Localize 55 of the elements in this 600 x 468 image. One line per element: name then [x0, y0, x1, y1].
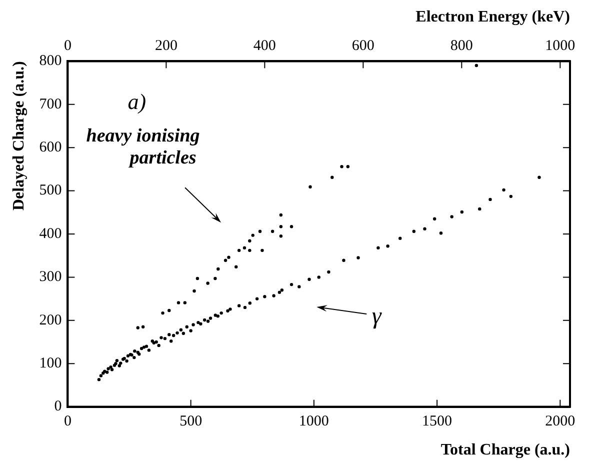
point	[242, 246, 246, 250]
point	[136, 326, 140, 330]
x-tick-label: 1500	[422, 414, 452, 430]
point	[214, 276, 217, 280]
point	[308, 185, 312, 189]
y-tick-label: 800	[39, 53, 62, 70]
point	[183, 301, 187, 304]
point	[216, 267, 220, 271]
point	[279, 213, 283, 217]
y-tick-label: 600	[39, 140, 62, 156]
point	[270, 230, 274, 234]
point	[234, 265, 238, 268]
x2-tick-label: 1000	[545, 38, 576, 54]
point	[206, 282, 210, 285]
annotation: γ	[372, 303, 382, 330]
x-tick-label: 1000	[298, 414, 329, 430]
point	[248, 239, 252, 243]
point	[330, 176, 334, 180]
y-tick-label: 300	[39, 269, 62, 286]
point	[196, 276, 200, 280]
x-tick-label: 2000	[545, 414, 576, 430]
x2-tick-label: 200	[154, 38, 178, 54]
point	[248, 248, 252, 252]
point	[260, 248, 264, 252]
y-tick-label: 700	[39, 96, 62, 112]
point	[227, 256, 230, 259]
y-tick-label: 200	[39, 312, 62, 328]
point	[251, 234, 254, 237]
annotation: a)	[128, 88, 146, 114]
point	[279, 234, 283, 238]
point	[192, 289, 196, 293]
y-tick-label: 0	[54, 398, 62, 415]
point	[340, 165, 344, 168]
point	[258, 230, 262, 234]
y-tick-label: 400	[39, 226, 62, 242]
x-tick-label: 500	[180, 414, 202, 430]
x2-tick-label: 600	[352, 38, 374, 54]
point	[224, 258, 228, 262]
point	[346, 165, 350, 168]
y-tick-label: 100	[39, 356, 62, 372]
x2-tick-label: 800	[450, 38, 473, 54]
point	[237, 248, 241, 252]
y-tick-label: 500	[39, 182, 62, 199]
point	[290, 225, 294, 228]
x2-axis-title: Electron Energy (keV)	[416, 8, 570, 26]
point	[141, 325, 145, 328]
x-axis-title: Total Charge (a.u.)	[440, 442, 570, 459]
point	[168, 308, 171, 312]
point	[474, 64, 478, 68]
x2-tick-label: 400	[253, 38, 276, 54]
point	[279, 225, 283, 228]
point	[176, 301, 180, 304]
y-axis-title: Delayed Charge (a.u.)	[10, 61, 28, 211]
point	[161, 311, 164, 315]
annotation: heavy ionising particles	[86, 126, 200, 169]
